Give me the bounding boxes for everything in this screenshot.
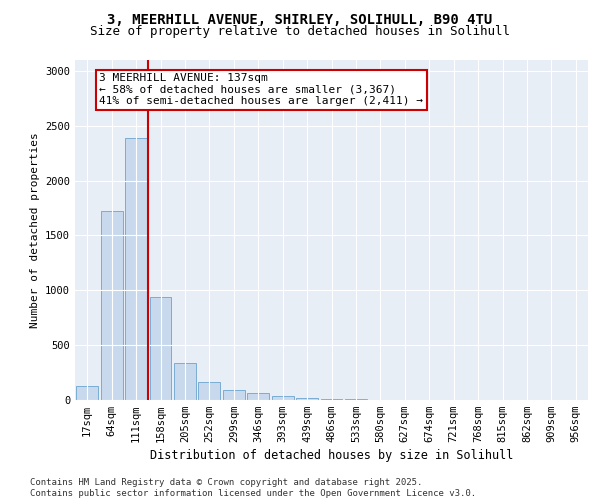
Text: Contains HM Land Registry data © Crown copyright and database right 2025.
Contai: Contains HM Land Registry data © Crown c… [30,478,476,498]
Bar [125,138,147,400]
Text: Size of property relative to detached houses in Solihull: Size of property relative to detached ho… [90,25,510,38]
Bar [199,382,220,400]
X-axis label: Distribution of detached houses by size in Solihull: Distribution of detached houses by size … [150,450,513,462]
Text: 3 MEERHILL AVENUE: 137sqm
← 58% of detached houses are smaller (3,367)
41% of se: 3 MEERHILL AVENUE: 137sqm ← 58% of detac… [100,73,424,106]
Bar [101,212,122,400]
Y-axis label: Number of detached properties: Number of detached properties [29,132,40,328]
Bar [149,297,172,400]
Bar [320,399,343,400]
Bar [296,398,318,400]
Bar [247,394,269,400]
Bar [174,362,196,400]
Bar [223,390,245,400]
Text: 3, MEERHILL AVENUE, SHIRLEY, SOLIHULL, B90 4TU: 3, MEERHILL AVENUE, SHIRLEY, SOLIHULL, B… [107,12,493,26]
Bar [76,386,98,400]
Bar [272,396,293,400]
